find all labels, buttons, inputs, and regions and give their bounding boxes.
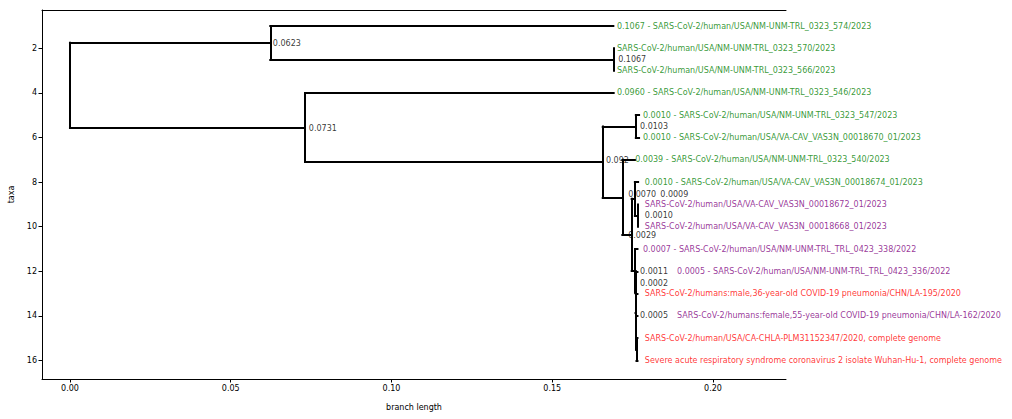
svg-text:14: 14: [27, 311, 37, 320]
svg-text:SARS-CoV-2/humans:female,55-ye: SARS-CoV-2/humans:female,55-year-old COV…: [677, 311, 1001, 320]
svg-text:0.0002: 0.0002: [640, 279, 668, 288]
svg-text:branch length: branch length: [386, 403, 442, 412]
svg-text:0.0011: 0.0011: [640, 267, 668, 276]
svg-text:0.0070: 0.0070: [628, 190, 656, 199]
svg-text:0.10: 0.10: [383, 384, 401, 393]
svg-text:0.0623: 0.0623: [273, 39, 301, 48]
svg-text:0.092: 0.092: [606, 156, 629, 165]
svg-text:SARS-CoV-2/humans:male,36-year: SARS-CoV-2/humans:male,36-year-old COVID…: [645, 289, 961, 298]
svg-text:0.0005 - SARS-CoV-2/human/USA/: 0.0005 - SARS-CoV-2/human/USA/NM-UNM-TRL…: [677, 267, 950, 276]
svg-text:SARS-CoV-2/human/USA/CA-CHLA-P: SARS-CoV-2/human/USA/CA-CHLA-PLM31152347…: [645, 334, 941, 343]
svg-text:6: 6: [32, 133, 37, 142]
svg-text:8: 8: [32, 178, 37, 187]
svg-text:0.0009: 0.0009: [660, 190, 688, 199]
svg-text:0.0010 - SARS-CoV-2/human/USA/: 0.0010 - SARS-CoV-2/human/USA/NM-UNM-TRL…: [643, 111, 897, 120]
svg-text:0.0731: 0.0731: [309, 124, 337, 133]
svg-text:16: 16: [27, 356, 37, 365]
svg-text:taxa: taxa: [7, 186, 16, 204]
svg-text:0.0103: 0.0103: [640, 122, 668, 131]
svg-text:Severe acute respiratory syndr: Severe acute respiratory syndrome corona…: [645, 356, 1002, 365]
svg-text:0.0010: 0.0010: [645, 211, 673, 220]
svg-text:0.05: 0.05: [222, 384, 240, 393]
svg-text:0.1067: 0.1067: [618, 55, 646, 64]
svg-text:0.1067 - SARS-CoV-2/human/USA/: 0.1067 - SARS-CoV-2/human/USA/NM-UNM-TRL…: [617, 22, 871, 31]
svg-text:0.00: 0.00: [61, 384, 79, 393]
svg-text:SARS-CoV-2/human/USA/NM-UNM-TR: SARS-CoV-2/human/USA/NM-UNM-TRL_0323_566…: [617, 66, 835, 75]
svg-text:0.0010 - SARS-CoV-2/human/USA/: 0.0010 - SARS-CoV-2/human/USA/VA-CAV_VAS…: [645, 178, 923, 187]
svg-text:0.0005: 0.0005: [640, 311, 668, 320]
svg-text:2: 2: [32, 44, 37, 53]
svg-text:0.0960 - SARS-CoV-2/human/USA/: 0.0960 - SARS-CoV-2/human/USA/NM-UNM-TRL…: [617, 88, 871, 97]
svg-text:12: 12: [27, 267, 37, 276]
svg-text:0.15: 0.15: [543, 384, 561, 393]
svg-text:0.0007 - SARS-CoV-2/human/USA/: 0.0007 - SARS-CoV-2/human/USA/NM-UNM-TRL…: [643, 245, 916, 254]
svg-text:SARS-CoV-2/human/USA/NM-UNM-TR: SARS-CoV-2/human/USA/NM-UNM-TRL_0323_570…: [617, 44, 835, 53]
svg-text:0.0010 - SARS-CoV-2/human/USA/: 0.0010 - SARS-CoV-2/human/USA/VA-CAV_VAS…: [643, 133, 921, 142]
svg-text:SARS-CoV-2/human/USA/VA-CAV_VA: SARS-CoV-2/human/USA/VA-CAV_VAS3N_000186…: [645, 222, 887, 231]
svg-text:0.20: 0.20: [704, 384, 722, 393]
svg-text:SARS-CoV-2/human/USA/VA-CAV_VA: SARS-CoV-2/human/USA/VA-CAV_VAS3N_000186…: [645, 200, 887, 209]
svg-text:0.0039 - SARS-CoV-2/human/USA/: 0.0039 - SARS-CoV-2/human/USA/NM-UNM-TRL…: [635, 155, 889, 164]
svg-text:10: 10: [27, 222, 37, 231]
svg-text:0.0029: 0.0029: [628, 231, 656, 240]
svg-text:4: 4: [32, 88, 37, 97]
